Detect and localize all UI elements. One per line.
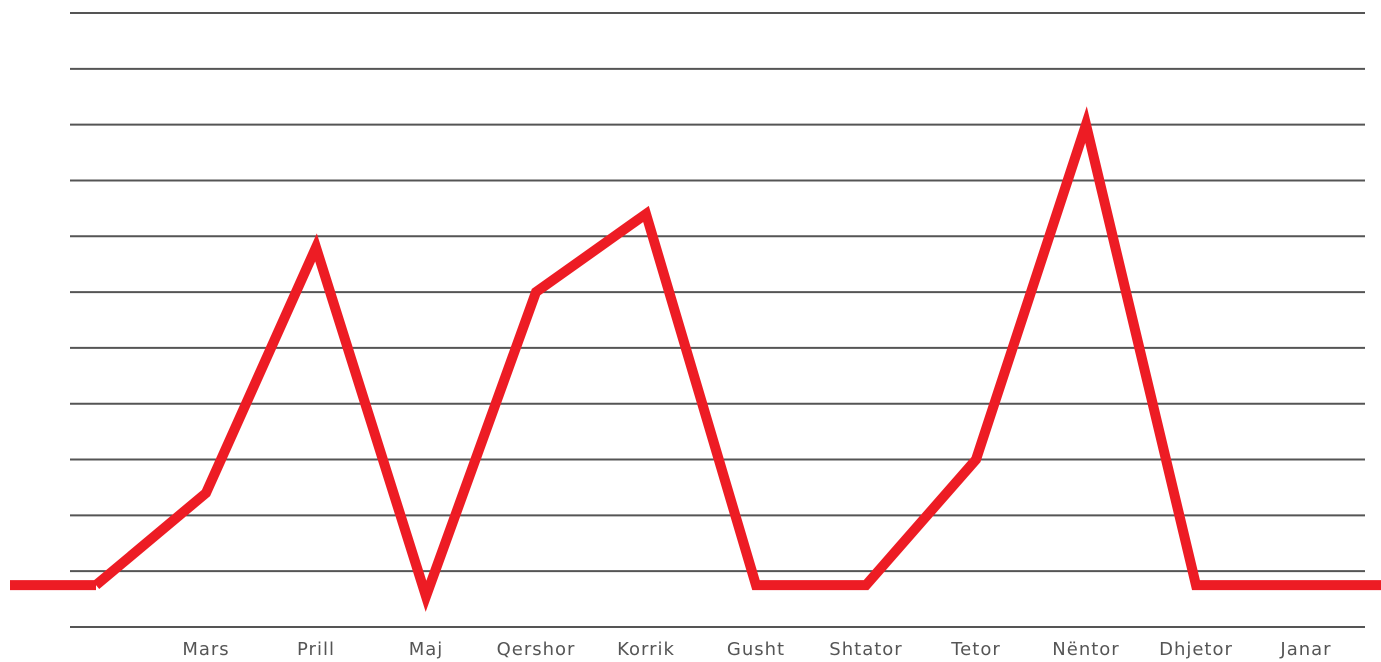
x-tick-label: Dhjetor — [1159, 639, 1233, 660]
x-tick-label: Qershor — [497, 639, 576, 660]
x-tick-label: Nëntor — [1052, 639, 1119, 660]
x-tick-label: Prill — [297, 639, 335, 660]
x-tick-label: Gusht — [727, 639, 785, 660]
x-tick-label: Shtator — [829, 639, 902, 660]
x-tick-label: Maj — [409, 639, 444, 660]
x-tick-label: Janar — [1279, 639, 1331, 660]
line-series — [92, 106, 1306, 612]
x-tick-label: Mars — [182, 639, 229, 660]
x-tick-label: Korrik — [617, 639, 675, 660]
x-tick-label: Tetor — [950, 639, 1000, 660]
